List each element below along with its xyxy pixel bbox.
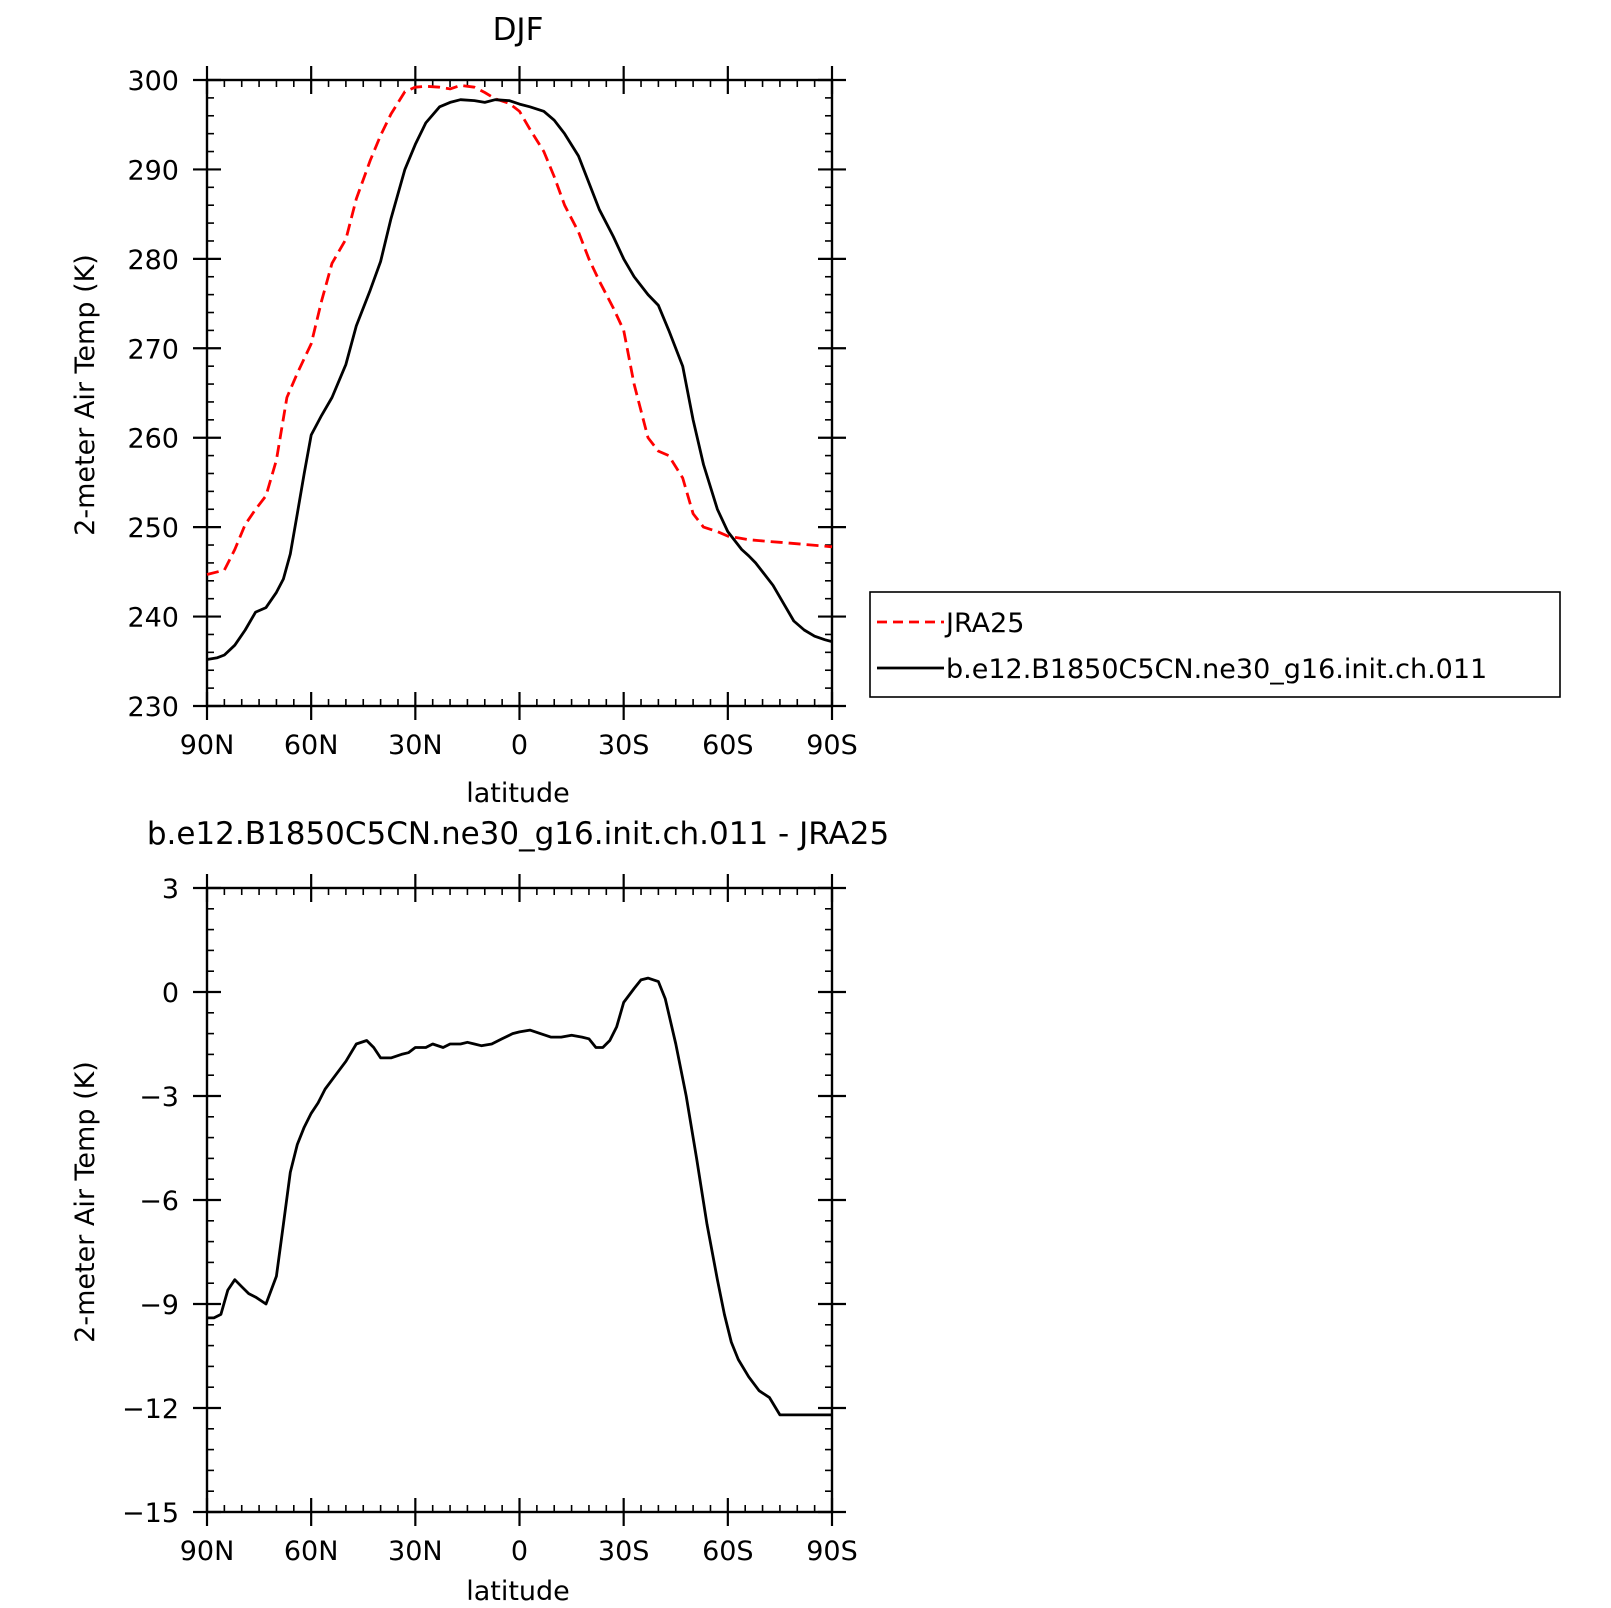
legend-jra25-label: JRA25 bbox=[944, 608, 1024, 639]
bottom-x-tick-label: 60N bbox=[284, 1536, 339, 1567]
top-y-tick-label: 290 bbox=[127, 155, 179, 186]
bottom-chart-title: b.e12.B1850C5CN.ne30_g16.init.ch.011 - J… bbox=[147, 816, 889, 852]
bottom-y-tick-label: 0 bbox=[162, 978, 179, 1009]
top-x-tick-label: 30S bbox=[598, 730, 650, 761]
bottom-y-tick-label: −9 bbox=[139, 1290, 179, 1321]
top-y-tick-label: 240 bbox=[127, 603, 179, 634]
top-series-line-model bbox=[206, 98, 833, 661]
bottom-y-tick-label: −12 bbox=[122, 1394, 179, 1425]
top-x-tick-label: 30N bbox=[388, 730, 443, 761]
bottom-x-tick-label: 30S bbox=[598, 1536, 650, 1567]
bottom-x-tick-label: 0 bbox=[511, 1536, 528, 1567]
bottom-plot-area: 90N 60N 30N 0 30S 60S 90S −15 −12 −9 −6 −3 0 3 bbox=[122, 874, 858, 1567]
bottom-x-tick-label: 90N bbox=[180, 1536, 235, 1567]
legend-model-label: b.e12.B1850C5CN.ne30_g16.init.ch.011 bbox=[946, 654, 1487, 685]
legend-box bbox=[869, 591, 1561, 698]
top-plot-frame bbox=[205, 78, 834, 708]
bottom-y-tick-label: −15 bbox=[122, 1498, 179, 1529]
bottom-y-axis-label: 2-meter Air Temp (K) bbox=[70, 1061, 101, 1343]
bottom-series-line-difference bbox=[207, 976, 832, 1417]
top-chart-title: DJF bbox=[493, 12, 544, 48]
bottom-panel: b.e12.B1850C5CN.ne30_g16.init.ch.011 - J… bbox=[70, 816, 889, 1607]
top-plot-area: 90N 60N 30N 0 30S 60S 90S 230 240 250 260 270 280 290… bbox=[127, 66, 858, 761]
top-series-line-jra25 bbox=[206, 84, 833, 576]
top-x-tick-label: 90N bbox=[180, 730, 235, 761]
bottom-y-tick-label: 3 bbox=[162, 874, 179, 905]
bottom-y-tick-label: −3 bbox=[139, 1082, 179, 1113]
top-x-tick-label: 0 bbox=[511, 730, 528, 761]
bottom-y-tick-label: −6 bbox=[139, 1186, 179, 1217]
top-x-tick-label: 60N bbox=[284, 730, 339, 761]
top-y-tick-label: 260 bbox=[127, 424, 179, 455]
legend: JRA25 b.e12.B1850C5CN.ne30_g16.init.ch.0… bbox=[869, 591, 1561, 698]
top-x-axis-label: latitude bbox=[466, 778, 570, 809]
top-y-tick-label: 230 bbox=[127, 692, 179, 723]
top-y-tick-label: 300 bbox=[127, 66, 179, 97]
top-x-tick-label: 60S bbox=[702, 730, 754, 761]
top-x-tick-label: 90S bbox=[806, 730, 858, 761]
bottom-x-tick-label: 90S bbox=[806, 1536, 858, 1567]
top-y-tick-label: 280 bbox=[127, 245, 179, 276]
bottom-x-tick-label: 30N bbox=[388, 1536, 443, 1567]
bottom-x-axis-label: latitude bbox=[466, 1576, 570, 1607]
top-y-tick-label: 270 bbox=[127, 334, 179, 365]
bottom-plot-frame bbox=[205, 886, 834, 1514]
top-panel: DJF 90N 60N 30N 0 30S 60S 90S 230 240 250 260 270 28… bbox=[70, 12, 1561, 809]
top-y-tick-label: 250 bbox=[127, 513, 179, 544]
top-y-axis-label: 2-meter Air Temp (K) bbox=[70, 254, 101, 536]
bottom-x-tick-label: 60S bbox=[702, 1536, 754, 1567]
